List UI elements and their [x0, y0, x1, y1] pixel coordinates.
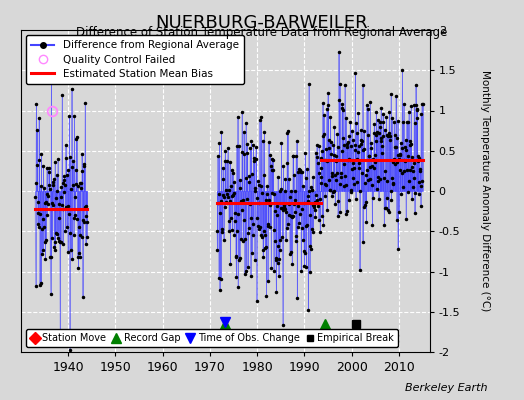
Y-axis label: Monthly Temperature Anomaly Difference (°C): Monthly Temperature Anomaly Difference (…	[480, 70, 490, 312]
Text: Berkeley Earth: Berkeley Earth	[405, 383, 487, 393]
Text: Difference of Station Temperature Data from Regional Average: Difference of Station Temperature Data f…	[77, 26, 447, 39]
Legend: Station Move, Record Gap, Time of Obs. Change, Empirical Break: Station Move, Record Gap, Time of Obs. C…	[26, 329, 398, 347]
Text: NUERBURG-BARWEILER: NUERBURG-BARWEILER	[156, 14, 368, 32]
